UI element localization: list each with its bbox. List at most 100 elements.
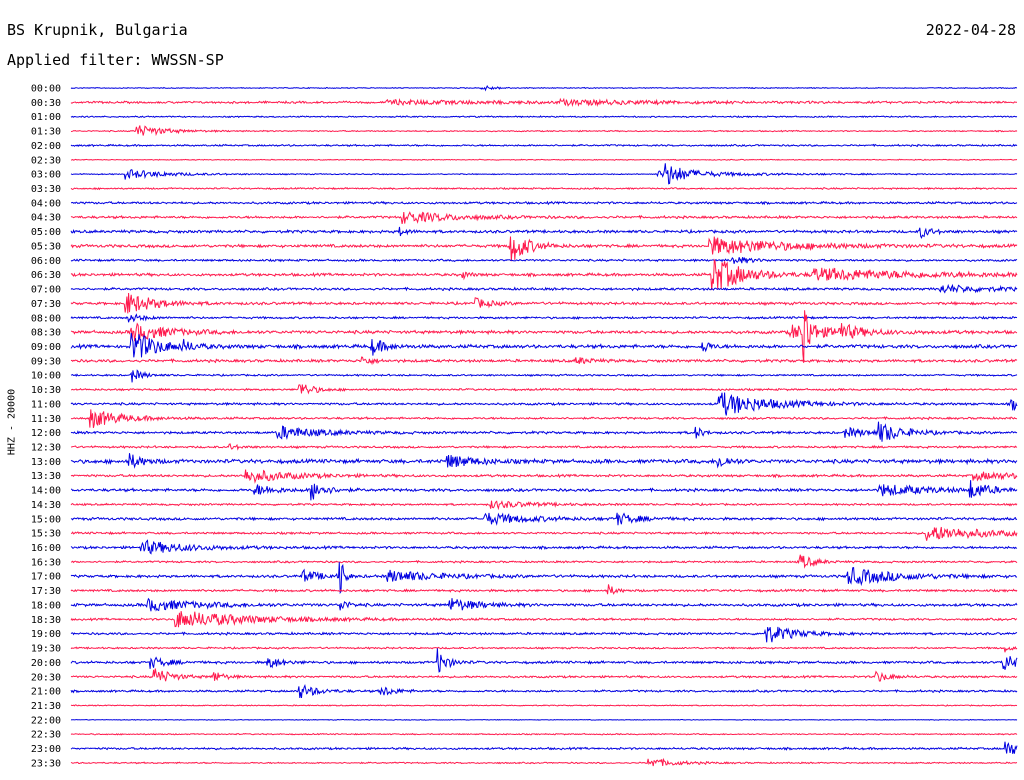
row-time-label: 18:00 — [31, 600, 61, 611]
seismogram-trace — [70, 453, 1018, 469]
row-time-label: 19:00 — [31, 629, 61, 640]
row-time-label: 01:30 — [31, 127, 61, 138]
row-time-label: 04:30 — [31, 213, 61, 224]
row-time-label: 05:00 — [31, 227, 61, 238]
row-time-label: 19:30 — [31, 644, 61, 655]
row-time-label: 20:00 — [31, 658, 61, 669]
row-time-label: 13:00 — [31, 457, 61, 468]
row-time-label: 15:00 — [31, 514, 61, 525]
row-time-label: 02:30 — [31, 155, 61, 166]
row-time-label: 02:00 — [31, 141, 61, 152]
row-time-label: 07:00 — [31, 285, 61, 296]
row-time-label: 11:30 — [31, 414, 61, 425]
seismogram-trace — [70, 421, 1018, 442]
filter-label: Applied filter: WWSSN-SP — [7, 51, 224, 69]
seismogram-trace — [70, 143, 1018, 148]
seismogram-trace — [70, 84, 1018, 92]
seismogram-trace — [70, 258, 1018, 291]
row-time-label: 23:30 — [31, 758, 61, 769]
seismogram-trace — [70, 163, 1018, 185]
seismogram-trace — [70, 646, 1018, 653]
record-date: 2022-04-28 — [925, 21, 1016, 39]
seismogram-trace — [70, 732, 1018, 736]
seismogram-trace — [70, 626, 1018, 643]
seismogram-trace — [70, 226, 1018, 240]
seismogram-trace — [70, 200, 1018, 206]
seismogram-trace — [70, 313, 1018, 323]
row-time-label: 11:00 — [31, 399, 61, 410]
station-title: BS Krupnik, Bulgaria — [7, 21, 188, 39]
row-time-label: 12:30 — [31, 443, 61, 454]
seismogram-trace — [70, 469, 1018, 484]
seismogram-trace — [70, 684, 1018, 698]
row-time-label: 09:00 — [31, 342, 61, 353]
seismogram-trace — [70, 539, 1018, 555]
row-time-label: 14:00 — [31, 486, 61, 497]
seismogram-trace — [70, 741, 1018, 754]
row-time-label: 23:00 — [31, 744, 61, 755]
row-time-label: 08:00 — [31, 313, 61, 324]
seismogram-trace — [70, 158, 1018, 161]
seismogram-trace — [70, 500, 1018, 511]
seismogram-trace — [70, 356, 1018, 366]
seismogram-trace — [70, 611, 1018, 628]
seismogram-trace — [70, 757, 1018, 767]
seismogram-trace — [70, 584, 1018, 595]
row-time-label: 10:30 — [31, 385, 61, 396]
row-time-label: 22:30 — [31, 730, 61, 741]
seismogram-trace — [70, 186, 1018, 191]
row-time-label: 20:30 — [31, 672, 61, 683]
row-time-label: 16:00 — [31, 543, 61, 554]
row-time-label: 15:30 — [31, 529, 61, 540]
row-time-label: 06:00 — [31, 256, 61, 267]
row-time-label: 01:00 — [31, 112, 61, 123]
seismogram-trace — [70, 97, 1017, 108]
row-time-label: 07:30 — [31, 299, 61, 310]
row-time-label: 00:00 — [31, 84, 61, 95]
seismogram-trace — [70, 236, 1018, 262]
seismogram-trace — [70, 283, 1018, 294]
seismogram-trace — [70, 332, 1018, 358]
seismogram-trace — [71, 384, 1018, 395]
seismogram-trace — [70, 211, 1018, 224]
seismogram-trace — [70, 392, 1018, 416]
seismogram-trace — [70, 369, 1018, 383]
seismogram-trace — [70, 310, 1018, 363]
row-time-label: 21:00 — [31, 687, 61, 698]
seismogram-trace — [70, 668, 1018, 682]
row-time-label: 13:30 — [31, 471, 61, 482]
row-time-label: 16:30 — [31, 557, 61, 568]
row-time-label: 12:00 — [31, 428, 61, 439]
row-time-label: 04:00 — [31, 198, 61, 209]
seismogram-trace — [71, 554, 1018, 569]
row-time-label: 00:30 — [31, 98, 61, 109]
seismogram-trace — [70, 480, 1018, 501]
seismogram-trace — [70, 409, 1018, 429]
seismogram-trace — [70, 597, 1018, 612]
row-time-label: 17:00 — [31, 572, 61, 583]
seismogram-trace — [70, 526, 1018, 541]
seismogram-trace — [70, 648, 1018, 673]
row-time-label: 21:30 — [31, 701, 61, 712]
seismogram-trace — [70, 562, 1018, 595]
seismogram-trace — [70, 256, 1018, 264]
row-time-label: 06:30 — [31, 270, 61, 281]
row-time-label: 03:00 — [31, 170, 61, 181]
row-time-label: 10:00 — [31, 371, 61, 382]
row-time-label: 14:30 — [31, 500, 61, 511]
seismogram-trace — [70, 292, 1018, 314]
row-time-label: 22:00 — [31, 715, 61, 726]
row-time-label: 18:30 — [31, 615, 61, 626]
row-time-label: 08:30 — [31, 328, 61, 339]
seismogram-trace — [70, 115, 1018, 119]
seismogram-trace — [70, 512, 1018, 526]
seismogram-trace — [70, 125, 1018, 137]
seismogram-trace — [70, 443, 1018, 451]
row-time-label: 05:30 — [31, 241, 61, 252]
row-time-label: 09:30 — [31, 356, 61, 367]
seismogram-trace — [70, 704, 1018, 707]
row-time-label: 17:30 — [31, 586, 61, 597]
row-time-label: 03:30 — [31, 184, 61, 195]
